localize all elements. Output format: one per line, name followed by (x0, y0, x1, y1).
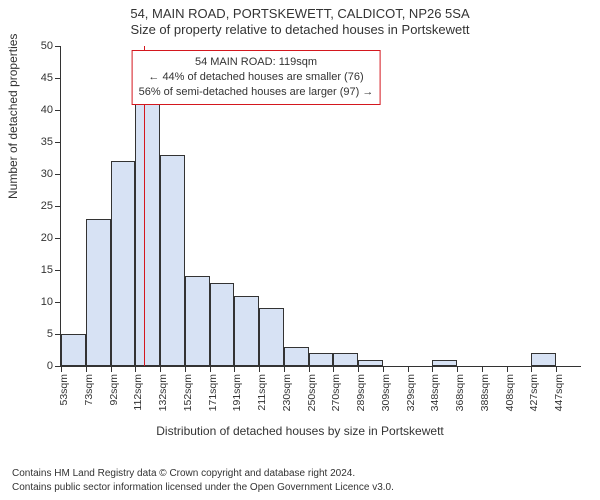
title-address: 54, MAIN ROAD, PORTSKEWETT, CALDICOT, NP… (0, 6, 600, 22)
x-tick (358, 366, 359, 372)
y-tick-label: 45 (41, 72, 53, 84)
x-tick-label: 408sqm (504, 374, 516, 411)
y-tick-label: 20 (41, 232, 53, 244)
histogram-bar (358, 360, 383, 366)
footer-line-2: Contains public sector information licen… (12, 481, 394, 495)
histogram-bar (432, 360, 457, 366)
x-tick-label: 92sqm (108, 374, 120, 406)
histogram-bar (61, 334, 86, 366)
x-tick (531, 366, 532, 372)
x-tick-label: 309sqm (380, 374, 392, 411)
histogram-plot: 0510152025303540455053sqm73sqm92sqm112sq… (60, 46, 581, 367)
histogram-bar (185, 276, 210, 366)
x-tick (383, 366, 384, 372)
histogram-bar (135, 104, 160, 366)
histogram-bar (333, 353, 358, 366)
x-tick-label: 211sqm (256, 374, 268, 411)
y-tick-label: 10 (41, 296, 53, 308)
x-tick (61, 366, 62, 372)
x-tick (457, 366, 458, 372)
annotation-box: 54 MAIN ROAD: 119sqm← 44% of detached ho… (132, 50, 381, 105)
x-tick-label: 329sqm (405, 374, 417, 411)
x-tick (86, 366, 87, 372)
y-tick-label: 30 (41, 168, 53, 180)
x-tick (160, 366, 161, 372)
histogram-bar (86, 219, 111, 366)
x-tick (111, 366, 112, 372)
x-tick-label: 171sqm (207, 374, 219, 411)
histogram-bar (531, 353, 556, 366)
x-tick-label: 368sqm (454, 374, 466, 411)
x-tick-label: 270sqm (330, 374, 342, 411)
y-tick-label: 0 (47, 360, 53, 372)
y-tick-label: 5 (47, 328, 53, 340)
y-tick (55, 206, 61, 207)
x-tick-label: 191sqm (231, 374, 243, 411)
x-tick-label: 112sqm (132, 374, 144, 411)
x-tick-label: 388sqm (479, 374, 491, 411)
x-tick (507, 366, 508, 372)
x-tick-label: 73sqm (83, 374, 95, 406)
x-tick (185, 366, 186, 372)
x-tick-label: 53sqm (58, 374, 70, 406)
title-block: 54, MAIN ROAD, PORTSKEWETT, CALDICOT, NP… (0, 6, 600, 39)
x-tick-label: 230sqm (281, 374, 293, 411)
y-tick-label: 40 (41, 104, 53, 116)
footer-line-1: Contains HM Land Registry data © Crown c… (12, 467, 394, 481)
y-tick-label: 15 (41, 264, 53, 276)
title-subtitle: Size of property relative to detached ho… (0, 22, 600, 38)
x-tick (135, 366, 136, 372)
footer-attribution: Contains HM Land Registry data © Crown c… (12, 467, 394, 494)
y-tick (55, 78, 61, 79)
x-tick (234, 366, 235, 372)
x-tick (408, 366, 409, 372)
y-axis-label: Number of detached properties (6, 34, 20, 199)
x-tick (432, 366, 433, 372)
x-tick-label: 427sqm (528, 374, 540, 411)
y-tick (55, 302, 61, 303)
x-tick-label: 132sqm (157, 374, 169, 411)
y-tick-label: 50 (41, 40, 53, 52)
x-tick-label: 348sqm (429, 374, 441, 411)
x-tick (482, 366, 483, 372)
y-tick (55, 238, 61, 239)
x-tick (309, 366, 310, 372)
histogram-bar (284, 347, 309, 366)
page-root: { "titles": { "line1": "54, MAIN ROAD, P… (0, 0, 600, 500)
x-tick (556, 366, 557, 372)
x-axis-caption: Distribution of detached houses by size … (0, 424, 600, 438)
y-tick (55, 174, 61, 175)
y-tick (55, 270, 61, 271)
y-tick-label: 35 (41, 136, 53, 148)
x-tick (284, 366, 285, 372)
annotation-line-2: ← 44% of detached houses are smaller (76… (139, 70, 374, 85)
x-tick-label: 250sqm (306, 374, 318, 411)
histogram-bar (210, 283, 235, 366)
x-tick (333, 366, 334, 372)
x-tick-label: 152sqm (182, 374, 194, 411)
y-tick (55, 110, 61, 111)
x-tick (259, 366, 260, 372)
x-tick-label: 447sqm (553, 374, 565, 411)
annotation-line-1: 54 MAIN ROAD: 119sqm (139, 55, 374, 70)
y-tick (55, 142, 61, 143)
histogram-bar (259, 308, 284, 366)
histogram-bar (111, 161, 136, 366)
x-tick (210, 366, 211, 372)
y-tick-label: 25 (41, 200, 53, 212)
x-tick-label: 289sqm (355, 374, 367, 411)
annotation-line-3: 56% of semi-detached houses are larger (… (139, 85, 374, 100)
histogram-bar (160, 155, 185, 366)
histogram-bar (234, 296, 259, 366)
histogram-bar (309, 353, 334, 366)
y-tick (55, 46, 61, 47)
